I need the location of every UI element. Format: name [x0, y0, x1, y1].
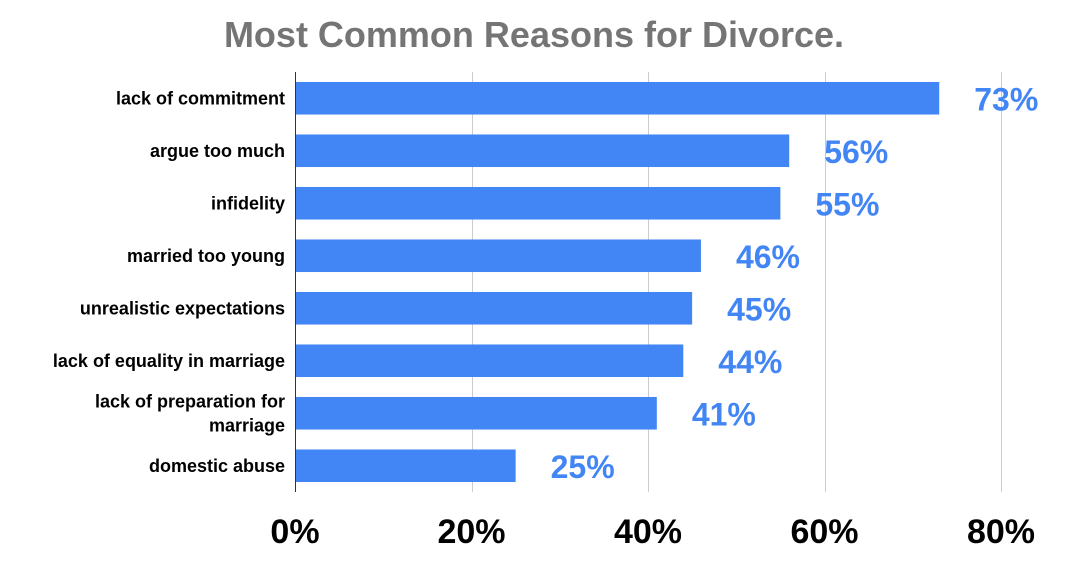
bar: [295, 396, 657, 430]
category-label-line: lack of commitment: [116, 88, 285, 108]
bar: [295, 186, 781, 220]
category-label-line: argue too much: [150, 141, 285, 161]
category-label: lack of preparation for marriage: [95, 391, 285, 435]
category-label-line: lack of equality in marriage: [53, 351, 285, 371]
x-tick-label: 40%: [614, 513, 682, 551]
data-labels: 73% 56% 55% 46% 45% 44% 41% 25%: [551, 81, 1039, 485]
bar: [295, 134, 790, 168]
data-label: 41%: [692, 396, 756, 432]
category-labels: lack of commitment argue too much infideli…: [53, 88, 285, 476]
bars: [295, 81, 940, 483]
category-label-line: marriage: [209, 415, 285, 435]
category-label-line: infidelity: [211, 193, 285, 213]
data-label: 45%: [727, 291, 791, 327]
chart-title: Most Common Reasons for Divorce.: [224, 14, 844, 55]
bar: [295, 291, 693, 325]
category-label: lack of equality in marriage: [53, 351, 285, 371]
data-label: 55%: [815, 186, 879, 222]
bar: [295, 449, 516, 483]
category-label: lack of commitment: [116, 88, 285, 108]
category-label: argue too much: [150, 141, 285, 161]
category-label-line: domestic abuse: [149, 456, 285, 476]
category-label: unrealistic expectations: [80, 298, 285, 318]
bar: [295, 81, 940, 115]
category-label: domestic abuse: [149, 456, 285, 476]
category-label-line: married too young: [127, 246, 285, 266]
x-tick-label: 60%: [790, 513, 858, 551]
x-tick-label: 80%: [967, 513, 1035, 551]
data-label: 73%: [974, 81, 1038, 117]
x-axis-tick-labels: 0% 20% 40% 60% 80%: [270, 513, 1035, 551]
category-label-line: lack of preparation for: [95, 391, 285, 411]
category-label: infidelity: [211, 193, 285, 213]
category-label-line: unrealistic expectations: [80, 298, 285, 318]
data-label: 46%: [736, 239, 800, 275]
category-label: married too young: [127, 246, 285, 266]
data-label: 44%: [718, 344, 782, 380]
x-tick-label: 0%: [270, 513, 319, 551]
bar: [295, 239, 701, 273]
bar: [295, 344, 684, 378]
data-label: 25%: [551, 449, 615, 485]
data-label: 56%: [824, 134, 888, 170]
x-tick-label: 20%: [437, 513, 505, 551]
